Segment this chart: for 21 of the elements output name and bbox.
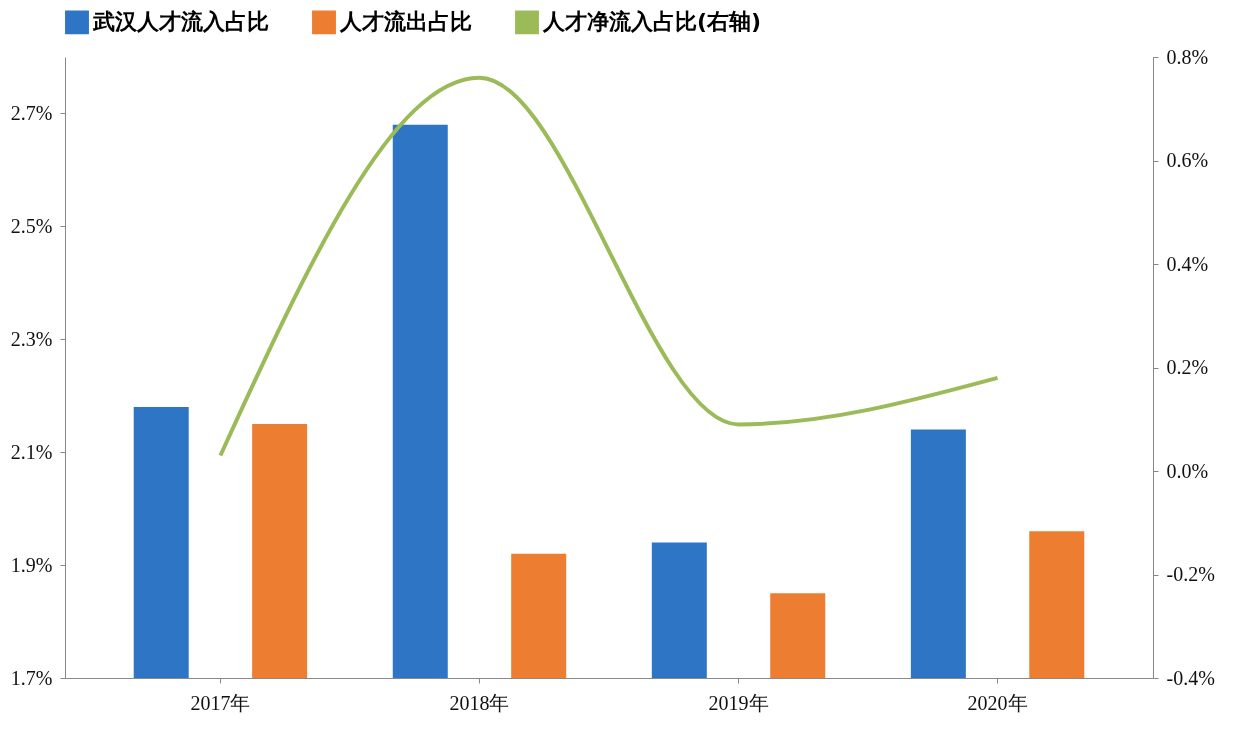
legend-label: 人才净流入占比(右轴) bbox=[542, 9, 762, 35]
y-tick-label: 1.7% bbox=[10, 666, 53, 689]
y-tick-label: 2.3% bbox=[10, 327, 53, 350]
y2-tick-label: -0.2% bbox=[1166, 563, 1215, 585]
y2-tick-label: 0.6% bbox=[1166, 149, 1209, 171]
y2-tick-label: 0.0% bbox=[1166, 459, 1209, 482]
x-tick-label: 2019年 bbox=[708, 691, 769, 714]
y2-tick-label: 0.8% bbox=[1166, 45, 1209, 68]
x-tick-label: 2018年 bbox=[449, 691, 510, 714]
y-tick-label: 2.5% bbox=[10, 214, 53, 237]
x-tick-label: 2020年 bbox=[967, 691, 1028, 714]
y-tick-label: 1.9% bbox=[10, 553, 53, 576]
legend-label: 人才流出占比 bbox=[339, 9, 472, 35]
x-tick-label: 2017年 bbox=[190, 691, 251, 714]
y-tick-label: 2.1% bbox=[10, 440, 53, 463]
y2-tick-label: 0.4% bbox=[1166, 252, 1209, 275]
y2-tick-label: 0.2% bbox=[1166, 356, 1209, 378]
y2-tick-label: -0.4% bbox=[1166, 666, 1215, 689]
y-tick-label: 2.7% bbox=[10, 101, 53, 124]
line-series bbox=[218, 75, 1000, 458]
legend-label: 武汉人才流入占比 bbox=[92, 9, 269, 35]
